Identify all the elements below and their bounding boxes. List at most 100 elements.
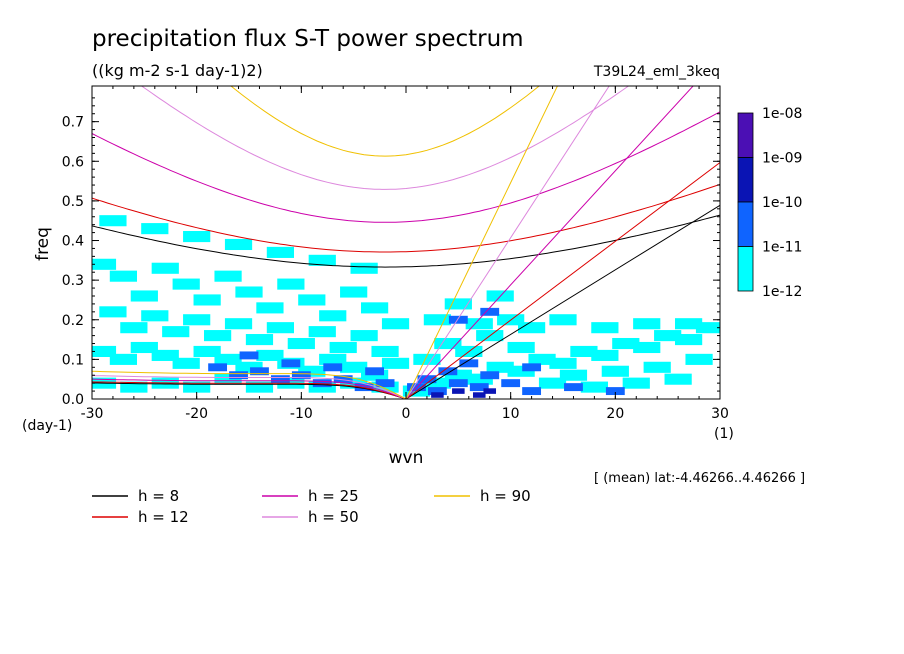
gravity-wave-curve	[140, 86, 630, 190]
x-tick-label: 30	[711, 406, 729, 422]
spectrum-cell	[381, 357, 410, 369]
gravity-wave-curve	[92, 111, 720, 223]
y-tick-label: 0.4	[62, 234, 84, 250]
spectrum-cell	[214, 373, 242, 385]
colorbar-label: 1e-10	[762, 195, 802, 211]
spectrum-cell	[99, 306, 127, 318]
spectrum-cell	[120, 381, 148, 393]
spectrum-cell	[277, 278, 305, 290]
y-tick-label: 0.2	[62, 313, 84, 329]
x-tick-label: -10	[290, 406, 313, 422]
chart-title: precipitation flux S-T power spectrum	[92, 26, 524, 52]
x-unit-label: (1)	[714, 426, 734, 442]
spectrum-cell	[329, 341, 357, 354]
spectrum-cell	[444, 369, 472, 381]
spectrum-cell	[229, 371, 248, 380]
spectrum-cell	[643, 361, 671, 373]
spectrum-cell	[381, 318, 410, 330]
spectrum-cell	[480, 371, 500, 380]
spectrum-cell	[214, 353, 242, 365]
spectrum-cell	[281, 359, 301, 368]
spectrum-cell	[549, 357, 577, 369]
y-tick-label: 0.7	[62, 115, 84, 131]
spectrum-cell	[448, 315, 468, 324]
legend-label: h = 8	[138, 487, 179, 505]
spectrum-cell	[141, 223, 169, 235]
x-tick-label: -30	[81, 406, 104, 422]
y-tick-label: 0.6	[62, 154, 84, 170]
spectrum-cell	[633, 341, 661, 354]
spectrum-cell	[151, 349, 179, 361]
spectrum-cell	[183, 231, 211, 243]
spectrum-cell	[480, 307, 500, 316]
gravity-wave-curve	[92, 214, 720, 268]
spectrum-cell	[622, 377, 650, 389]
spectrum-cell	[413, 353, 441, 365]
spectrum-cell	[350, 262, 378, 274]
spectrum-cell	[287, 337, 315, 350]
spectrum-cell	[559, 369, 588, 381]
spectrum-cell	[427, 387, 447, 396]
spectrum-cell	[674, 334, 703, 346]
y-tick-label: 0.1	[62, 352, 84, 368]
legend-label: h = 25	[308, 487, 359, 505]
y-tick-label: 0.5	[62, 194, 84, 210]
spectrum-cell	[319, 310, 347, 322]
spectrum-cell	[92, 258, 117, 270]
spectrum-cell	[208, 363, 228, 372]
legend: h = 8 h = 12 h = 25 h = 50 h = 90	[92, 487, 531, 526]
legend-label: h = 90	[480, 487, 531, 505]
spectrum-cell	[130, 290, 158, 302]
colorbar-label: 1e-12	[762, 284, 802, 300]
spectrum-cell	[109, 270, 138, 282]
spectrum-cell	[109, 353, 138, 365]
y-tick-label: 0.0	[62, 392, 84, 408]
spectrum-cell	[452, 388, 465, 394]
spectrum-cell	[431, 392, 444, 398]
spectrum-cell	[291, 371, 311, 380]
spectrum-cell	[444, 298, 472, 310]
run-label: T39L24_eml_3keq	[593, 64, 720, 80]
colorbar-label: 1e-11	[762, 240, 802, 256]
spectrum-cell	[423, 377, 452, 389]
spectrum-cell	[151, 262, 179, 274]
spectrum-cell	[365, 367, 385, 376]
x-tick-label: -20	[185, 406, 208, 422]
plot-area	[91, 85, 721, 400]
spectrum-cell	[235, 361, 263, 373]
x-tick-label: 10	[502, 406, 520, 422]
spectrum-cell	[507, 365, 535, 377]
spectrum-contours	[92, 215, 720, 398]
spectrum-cell	[235, 286, 263, 298]
spectrum-cell	[685, 353, 713, 365]
rossby-wave-curve	[92, 378, 407, 399]
spectrum-cell	[256, 349, 284, 361]
spectrum-cell	[319, 353, 347, 365]
spectrum-cell	[224, 318, 253, 330]
spectrum-cell	[664, 373, 692, 385]
rossby-wave-curve	[92, 381, 407, 399]
spectrum-cell	[350, 330, 378, 342]
axes: -30 -20 -10 0 10 20 30 0.0 0.1 0.2 0.3 0.4 0.5 0.6 0.7	[62, 86, 729, 422]
rossby-wave-curve	[92, 382, 407, 399]
spectrum-cell	[448, 379, 468, 388]
y-tick-label: 0.3	[62, 273, 84, 289]
spectrum-cell	[371, 345, 399, 358]
spectrum-cell	[633, 318, 661, 330]
colorbar-swatch	[737, 246, 754, 292]
spectrum-cell	[501, 379, 521, 388]
spectrum-cell	[270, 375, 290, 384]
spectrum-cell	[469, 383, 489, 392]
spectrum-cell	[183, 381, 211, 393]
spectrum-cell	[99, 215, 127, 227]
spectrum-cell	[522, 363, 542, 372]
colorbar-label: 1e-08	[762, 106, 802, 122]
chart-subtitle: ((kg m-2 s-1 day-1)2)	[92, 61, 263, 80]
spectrum-cell	[340, 286, 368, 298]
rossby-wave-curve	[92, 375, 407, 399]
spectrum-cell	[538, 377, 567, 389]
spectrum-cell	[528, 353, 556, 365]
spectrum-cell	[438, 367, 458, 376]
spectrum-cell	[312, 379, 332, 388]
colorbar-swatch	[737, 112, 754, 158]
